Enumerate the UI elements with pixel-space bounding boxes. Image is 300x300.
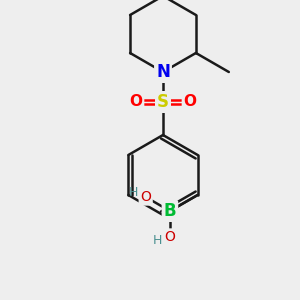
Text: H: H <box>153 235 163 248</box>
Text: O: O <box>164 230 175 244</box>
Text: S: S <box>157 93 169 111</box>
Text: O: O <box>130 94 142 110</box>
Text: H: H <box>129 187 138 200</box>
Text: O: O <box>184 94 196 110</box>
Text: B: B <box>164 202 176 220</box>
Text: N: N <box>156 63 170 81</box>
Text: O: O <box>140 190 151 204</box>
